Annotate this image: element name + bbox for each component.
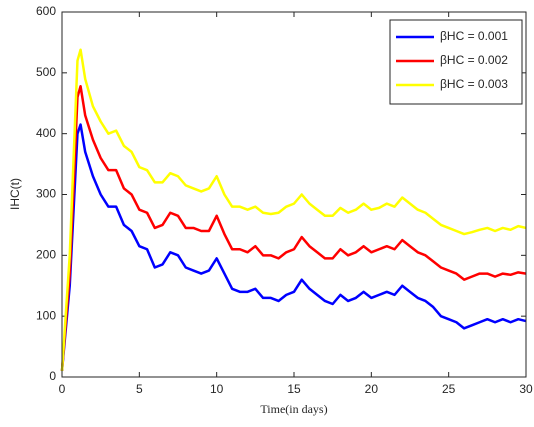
y-tick-label: 100 [36,308,56,322]
x-tick-label: 25 [442,382,456,396]
y-tick-label: 300 [36,187,56,201]
y-axis-label: IHC(t) [8,178,22,210]
y-tick-label: 200 [36,248,56,262]
x-tick-label: 15 [287,382,301,396]
x-tick-label: 10 [210,382,224,396]
y-tick-label: 600 [36,4,56,18]
series-line [60,123,527,372]
x-tick-label: 0 [59,382,66,396]
y-tick-label: 500 [36,65,56,79]
legend-label: βHC = 0.003 [440,77,508,91]
x-tick-label: 5 [136,382,143,396]
series-line [60,48,527,372]
legend-label: βHC = 0.001 [440,29,508,43]
legend-label: βHC = 0.002 [440,53,508,67]
axes-box [61,11,527,378]
x-tick-label: 20 [365,382,379,396]
x-tick-label: 30 [519,382,533,396]
y-tick-label: 400 [36,126,56,140]
legend-box [389,19,523,105]
series-line [60,84,527,372]
y-tick-label: 0 [49,369,56,383]
x-axis-label: Time(in days) [260,402,327,416]
